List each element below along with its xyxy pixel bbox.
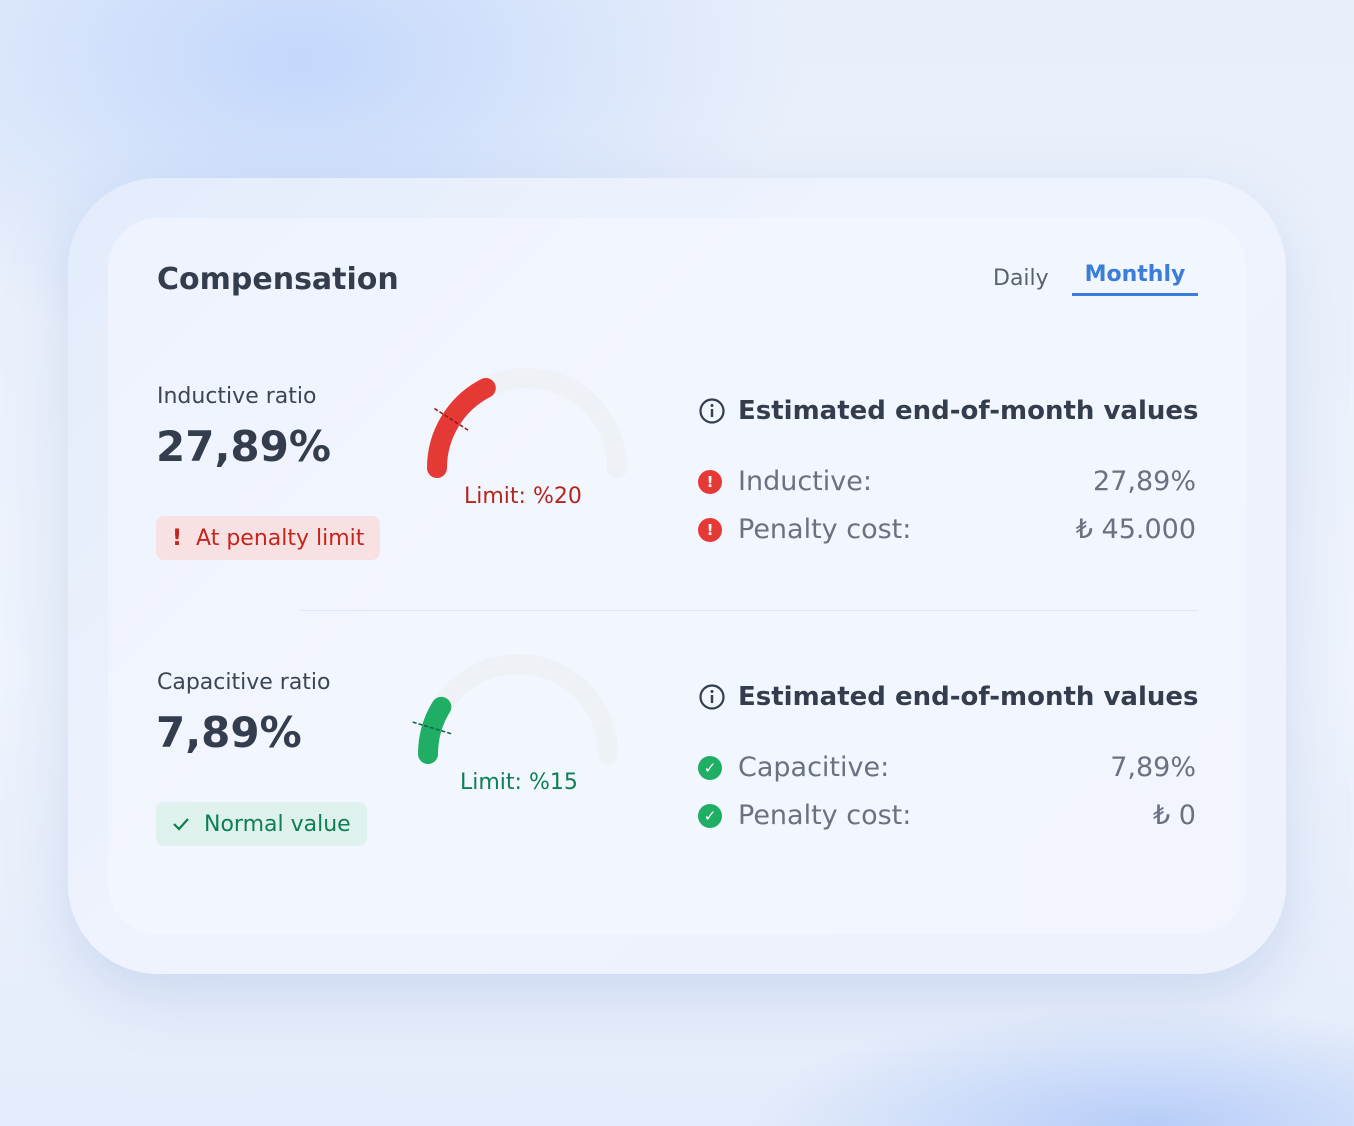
estimate-row: ✓ Penalty cost: ₺ 0 <box>698 800 1196 831</box>
penalty-badge: ! At penalty limit <box>156 516 381 560</box>
row-value: 7,89% <box>1110 752 1196 783</box>
card-title: Compensation <box>157 262 399 297</box>
gauge-track <box>418 654 618 764</box>
gauge-limit-marker <box>412 721 452 735</box>
capacitive-limit: Limit: %15 <box>460 770 578 795</box>
inductive-value: 27,89% <box>156 422 331 471</box>
gauge-fill <box>418 696 452 764</box>
row-label: Penalty cost: <box>738 514 912 545</box>
row-value: ₺ 0 <box>1153 800 1196 831</box>
capacitive-label: Capacitive ratio <box>157 670 331 695</box>
tab-daily[interactable]: Daily <box>993 266 1049 291</box>
estimate-row: ✓ Capacitive: 7,89% <box>698 752 1196 783</box>
gauge-fill <box>427 377 496 478</box>
inductive-estimate-heading: Estimated end-of-month values <box>698 396 1198 426</box>
badge-label: At penalty limit <box>196 525 365 551</box>
check-circle-icon: ✓ <box>698 803 722 828</box>
heading-text: Estimated end-of-month values <box>738 396 1199 426</box>
estimate-row: ! Penalty cost: ₺ 45.000 <box>698 514 1196 545</box>
info-icon <box>699 398 725 424</box>
normal-badge: Normal value <box>156 802 367 846</box>
estimate-row: ! Inductive: 27,89% <box>698 466 1196 497</box>
alert-icon: ! <box>698 469 722 494</box>
divider <box>300 610 1198 611</box>
check-icon <box>173 818 189 831</box>
heading-text: Estimated end-of-month values <box>738 682 1199 712</box>
badge-label: Normal value <box>204 811 351 837</box>
capacitive-estimate-heading: Estimated end-of-month values <box>698 682 1198 712</box>
row-value: ₺ 45.000 <box>1075 514 1196 545</box>
row-label: Penalty cost: <box>738 800 912 831</box>
row-label: Capacitive: <box>738 752 890 783</box>
exclamation-icon: ! <box>172 525 183 551</box>
info-icon <box>699 684 725 710</box>
inductive-limit: Limit: %20 <box>464 484 582 509</box>
compensation-card <box>68 178 1286 974</box>
row-label: Inductive: <box>738 466 872 497</box>
alert-icon: ! <box>698 517 722 542</box>
capacitive-value: 7,89% <box>156 708 302 757</box>
gauge-limit-marker <box>434 407 469 431</box>
capacitive-gauge <box>412 654 618 764</box>
inductive-gauge <box>427 368 627 478</box>
row-value: 27,89% <box>1093 466 1196 497</box>
inductive-label: Inductive ratio <box>157 384 317 409</box>
tab-monthly[interactable]: Monthly <box>1072 262 1198 296</box>
check-circle-icon: ✓ <box>698 755 722 780</box>
